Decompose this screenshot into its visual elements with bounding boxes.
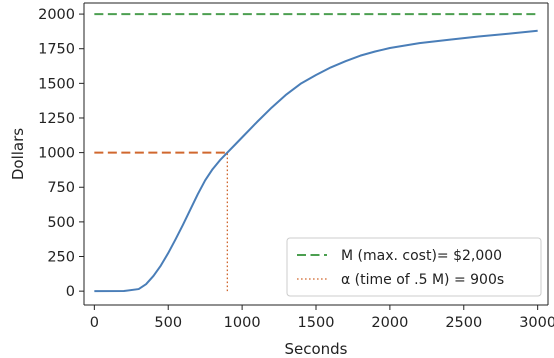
plot-area <box>94 13 538 293</box>
y-tick-label: 1250 <box>38 111 75 127</box>
x-axis-label: Seconds <box>284 340 347 358</box>
y-tick-label: 250 <box>47 250 75 266</box>
y-tick-label: 0 <box>66 284 75 300</box>
y-tick-label: 1500 <box>38 76 75 92</box>
x-tick-label: 1500 <box>298 315 335 331</box>
series-cost-curve <box>94 29 538 293</box>
x-tick-label: 3000 <box>519 315 554 331</box>
x-tick-label: 2000 <box>371 315 408 331</box>
y-axis-label: Dollars <box>9 128 27 180</box>
x-tick-label: 1000 <box>224 315 261 331</box>
legend-label-max-cost: M (max. cost)= $2,000 <box>341 248 502 264</box>
legend-label-alpha: α (time of .5 M) = 900s <box>341 272 504 288</box>
y-tick-label: 1750 <box>38 42 75 58</box>
legend-box <box>286 237 542 297</box>
x-tick-label: 500 <box>154 315 182 331</box>
x-tick-label: 0 <box>90 315 99 331</box>
y-tick-label: 2000 <box>38 7 75 23</box>
legend: M (max. cost)= $2,000 α (time of .5 M) =… <box>286 237 542 297</box>
x-tick-label: 2500 <box>445 315 482 331</box>
y-tick-label: 500 <box>47 215 75 231</box>
y-tick-label: 750 <box>47 180 75 196</box>
y-tick-label: 1000 <box>38 146 75 162</box>
ticks: 0 500 1000 1500 2000 2500 3000 0 250 500 750 1000 12… <box>38 7 554 331</box>
